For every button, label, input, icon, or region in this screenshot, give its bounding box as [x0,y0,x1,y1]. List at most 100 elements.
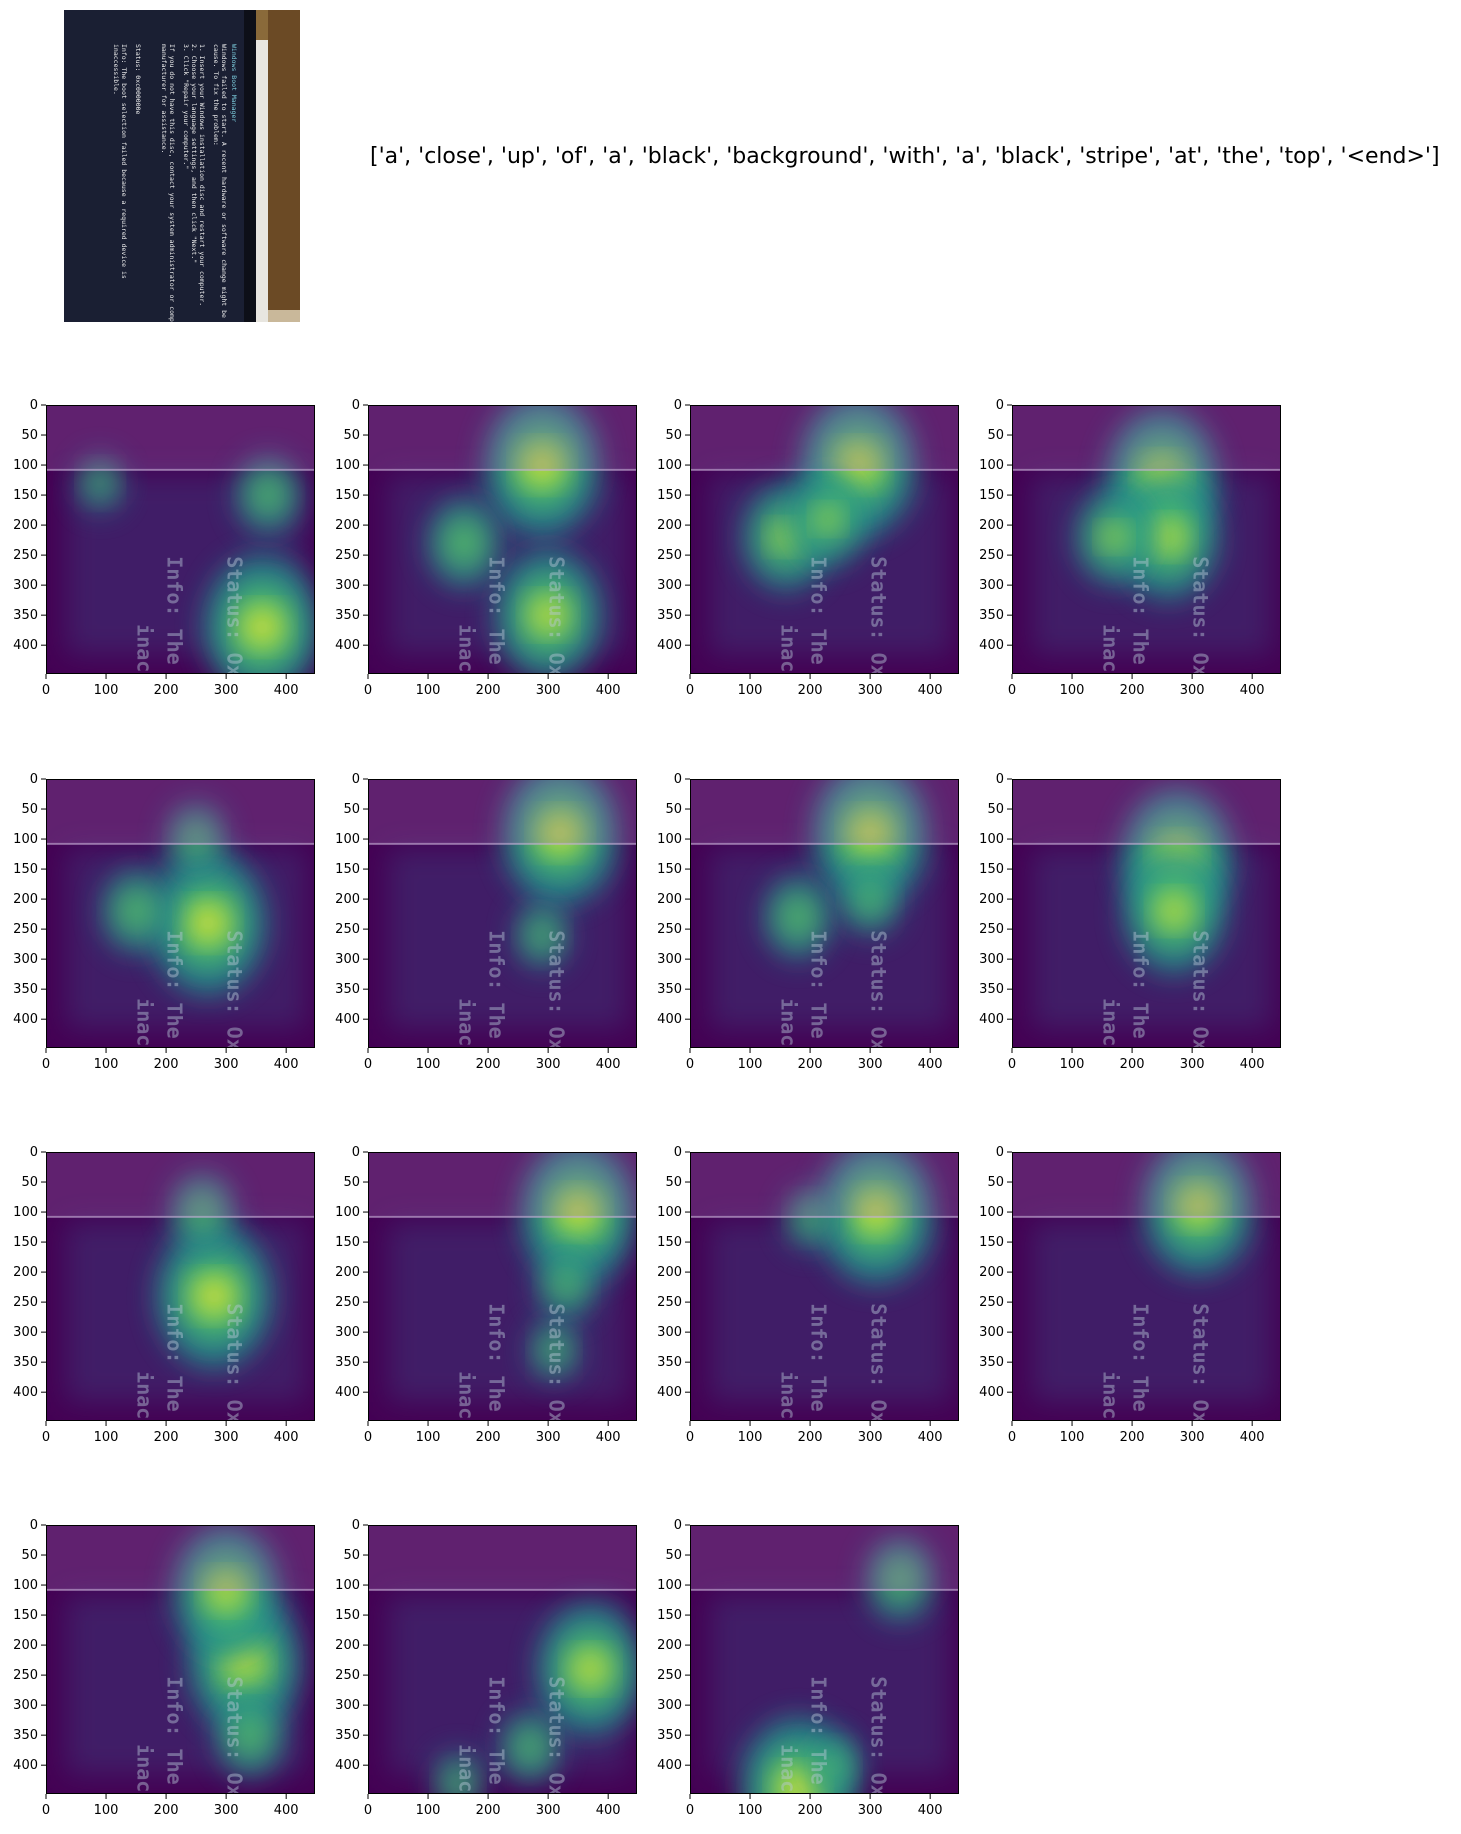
x-tick-label: 300 [536,1057,561,1072]
top-stripe-overlay [46,405,315,470]
attention-spot-mid [852,879,888,919]
y-tick-label: 350 [335,1728,360,1743]
plot-frame [1012,779,1281,1048]
overlay-status-text: Status: Oxc [866,556,890,688]
caption-text: ['a', 'close', 'up', 'of', 'a', 'black',… [370,144,1440,169]
x-tick-label: 0 [42,1430,50,1445]
source-image: Windows Boot Manager Windows failed to st… [64,10,300,322]
overlay-status-text: Status: Oxc [222,930,246,1062]
y-tick-label: 50 [343,1175,360,1190]
screen-text-line: Info: The boot selection failed because … [120,44,128,279]
y-tick-label: 150 [13,1608,38,1623]
y-tick-label: 150 [335,1235,360,1250]
y-tick-label: 250 [335,1295,360,1310]
y-tick-label: 50 [665,428,682,443]
x-tick-label: 0 [42,683,50,698]
overlay-inacc-text: inacc [454,998,478,1058]
overlay-status-text: Status: Oxc [1188,556,1212,688]
plot-frame [46,1525,315,1794]
y-tick-label: 400 [657,638,682,653]
x-tick-label: 0 [686,1803,694,1818]
y-tick-label: 200 [13,518,38,533]
y-tick-label: 300 [335,952,360,967]
x-tick-label: 400 [274,1057,299,1072]
top-stripe-overlay [690,779,959,844]
y-tick-label: 350 [979,982,1004,997]
overlay-inacc-text: inacc [454,1744,478,1804]
y-tick-label: 50 [21,428,38,443]
attention-spot-core [1103,527,1125,547]
overlay-status-text: Status: Oxc [222,1303,246,1435]
y-tick-label: 100 [979,1205,1004,1220]
y-tick-label: 50 [665,1175,682,1190]
overlay-status-text: Status: Oxc [1188,930,1212,1062]
attention-spot-core [1152,523,1184,551]
y-tick-label: 0 [352,1518,360,1533]
y-tick-label: 400 [13,1385,38,1400]
x-tick-label: 0 [364,1803,372,1818]
x-tick-label: 200 [154,1803,179,1818]
attention-panel: Status: Oxc Info: The b inacc 0 50 100 150 200 2… [13,772,315,1072]
x-tick-label: 400 [596,1430,621,1445]
overlay-info-text: Info: The b [1128,930,1152,1062]
plot-frame [46,1152,315,1421]
y-tick-label: 300 [335,1325,360,1340]
y-tick-label: 400 [13,638,38,653]
y-tick-label: 400 [335,638,360,653]
y-tick-label: 350 [979,1355,1004,1370]
y-tick-label: 250 [13,1668,38,1683]
x-tick-label: 300 [858,1803,883,1818]
attention-spot-mid [819,1748,849,1782]
plot-frame [690,779,959,1048]
y-tick-label: 0 [352,1145,360,1160]
x-tick-label: 0 [1008,1430,1016,1445]
overlay-info-text: Info: The b [806,930,830,1062]
attention-panel: Status: Oxc Info: The b inacc 0 50 100 150 200 2… [657,1518,959,1818]
y-tick-label: 250 [335,922,360,937]
y-tick-label: 200 [335,1638,360,1653]
attention-panel: Status: Oxc Info: The b inacc 0 50 100 150 200 2… [657,772,959,1072]
x-tick-label: 400 [596,683,621,698]
attention-panel: Status: Oxc Info: The b inacc 0 50 100 150 200 2… [13,398,315,698]
x-tick-label: 100 [94,1430,119,1445]
overlay-status-text: Status: Oxc [866,1676,890,1808]
plot-frame [1012,1152,1281,1421]
y-tick-label: 250 [979,1295,1004,1310]
x-tick-label: 300 [858,683,883,698]
x-tick-label: 0 [686,683,694,698]
overlay-inacc-text: inacc [1098,624,1122,684]
y-tick-label: 400 [979,1012,1004,1027]
y-tick-label: 350 [335,982,360,997]
x-tick-label: 200 [798,1803,823,1818]
y-tick-label: 50 [665,1548,682,1563]
y-tick-label: 50 [665,802,682,817]
x-tick-label: 300 [214,1430,239,1445]
x-tick-label: 300 [214,1057,239,1072]
plot-frame [368,405,637,674]
top-stripe-overlay [1012,1152,1281,1217]
overlay-inacc-text: inacc [132,1371,156,1431]
x-tick-label: 100 [738,1430,763,1445]
monitor-screen [64,10,244,322]
x-tick-label: 400 [918,1057,943,1072]
attention-spot-core [542,817,579,850]
y-tick-label: 100 [657,832,682,847]
y-tick-label: 200 [657,892,682,907]
top-stripe-overlay [46,1525,315,1590]
x-tick-label: 400 [274,1803,299,1818]
plot-frame [46,405,315,674]
x-tick-label: 100 [416,1057,441,1072]
x-tick-label: 300 [214,1803,239,1818]
y-tick-label: 350 [13,608,38,623]
y-tick-label: 200 [979,518,1004,533]
overlay-inacc-text: inacc [454,1371,478,1431]
y-tick-label: 250 [335,1668,360,1683]
y-tick-label: 200 [979,1265,1004,1280]
overlay-info-text: Info: The b [1128,1303,1152,1435]
x-tick-label: 100 [738,1803,763,1818]
attention-spot-mid [230,1712,271,1759]
